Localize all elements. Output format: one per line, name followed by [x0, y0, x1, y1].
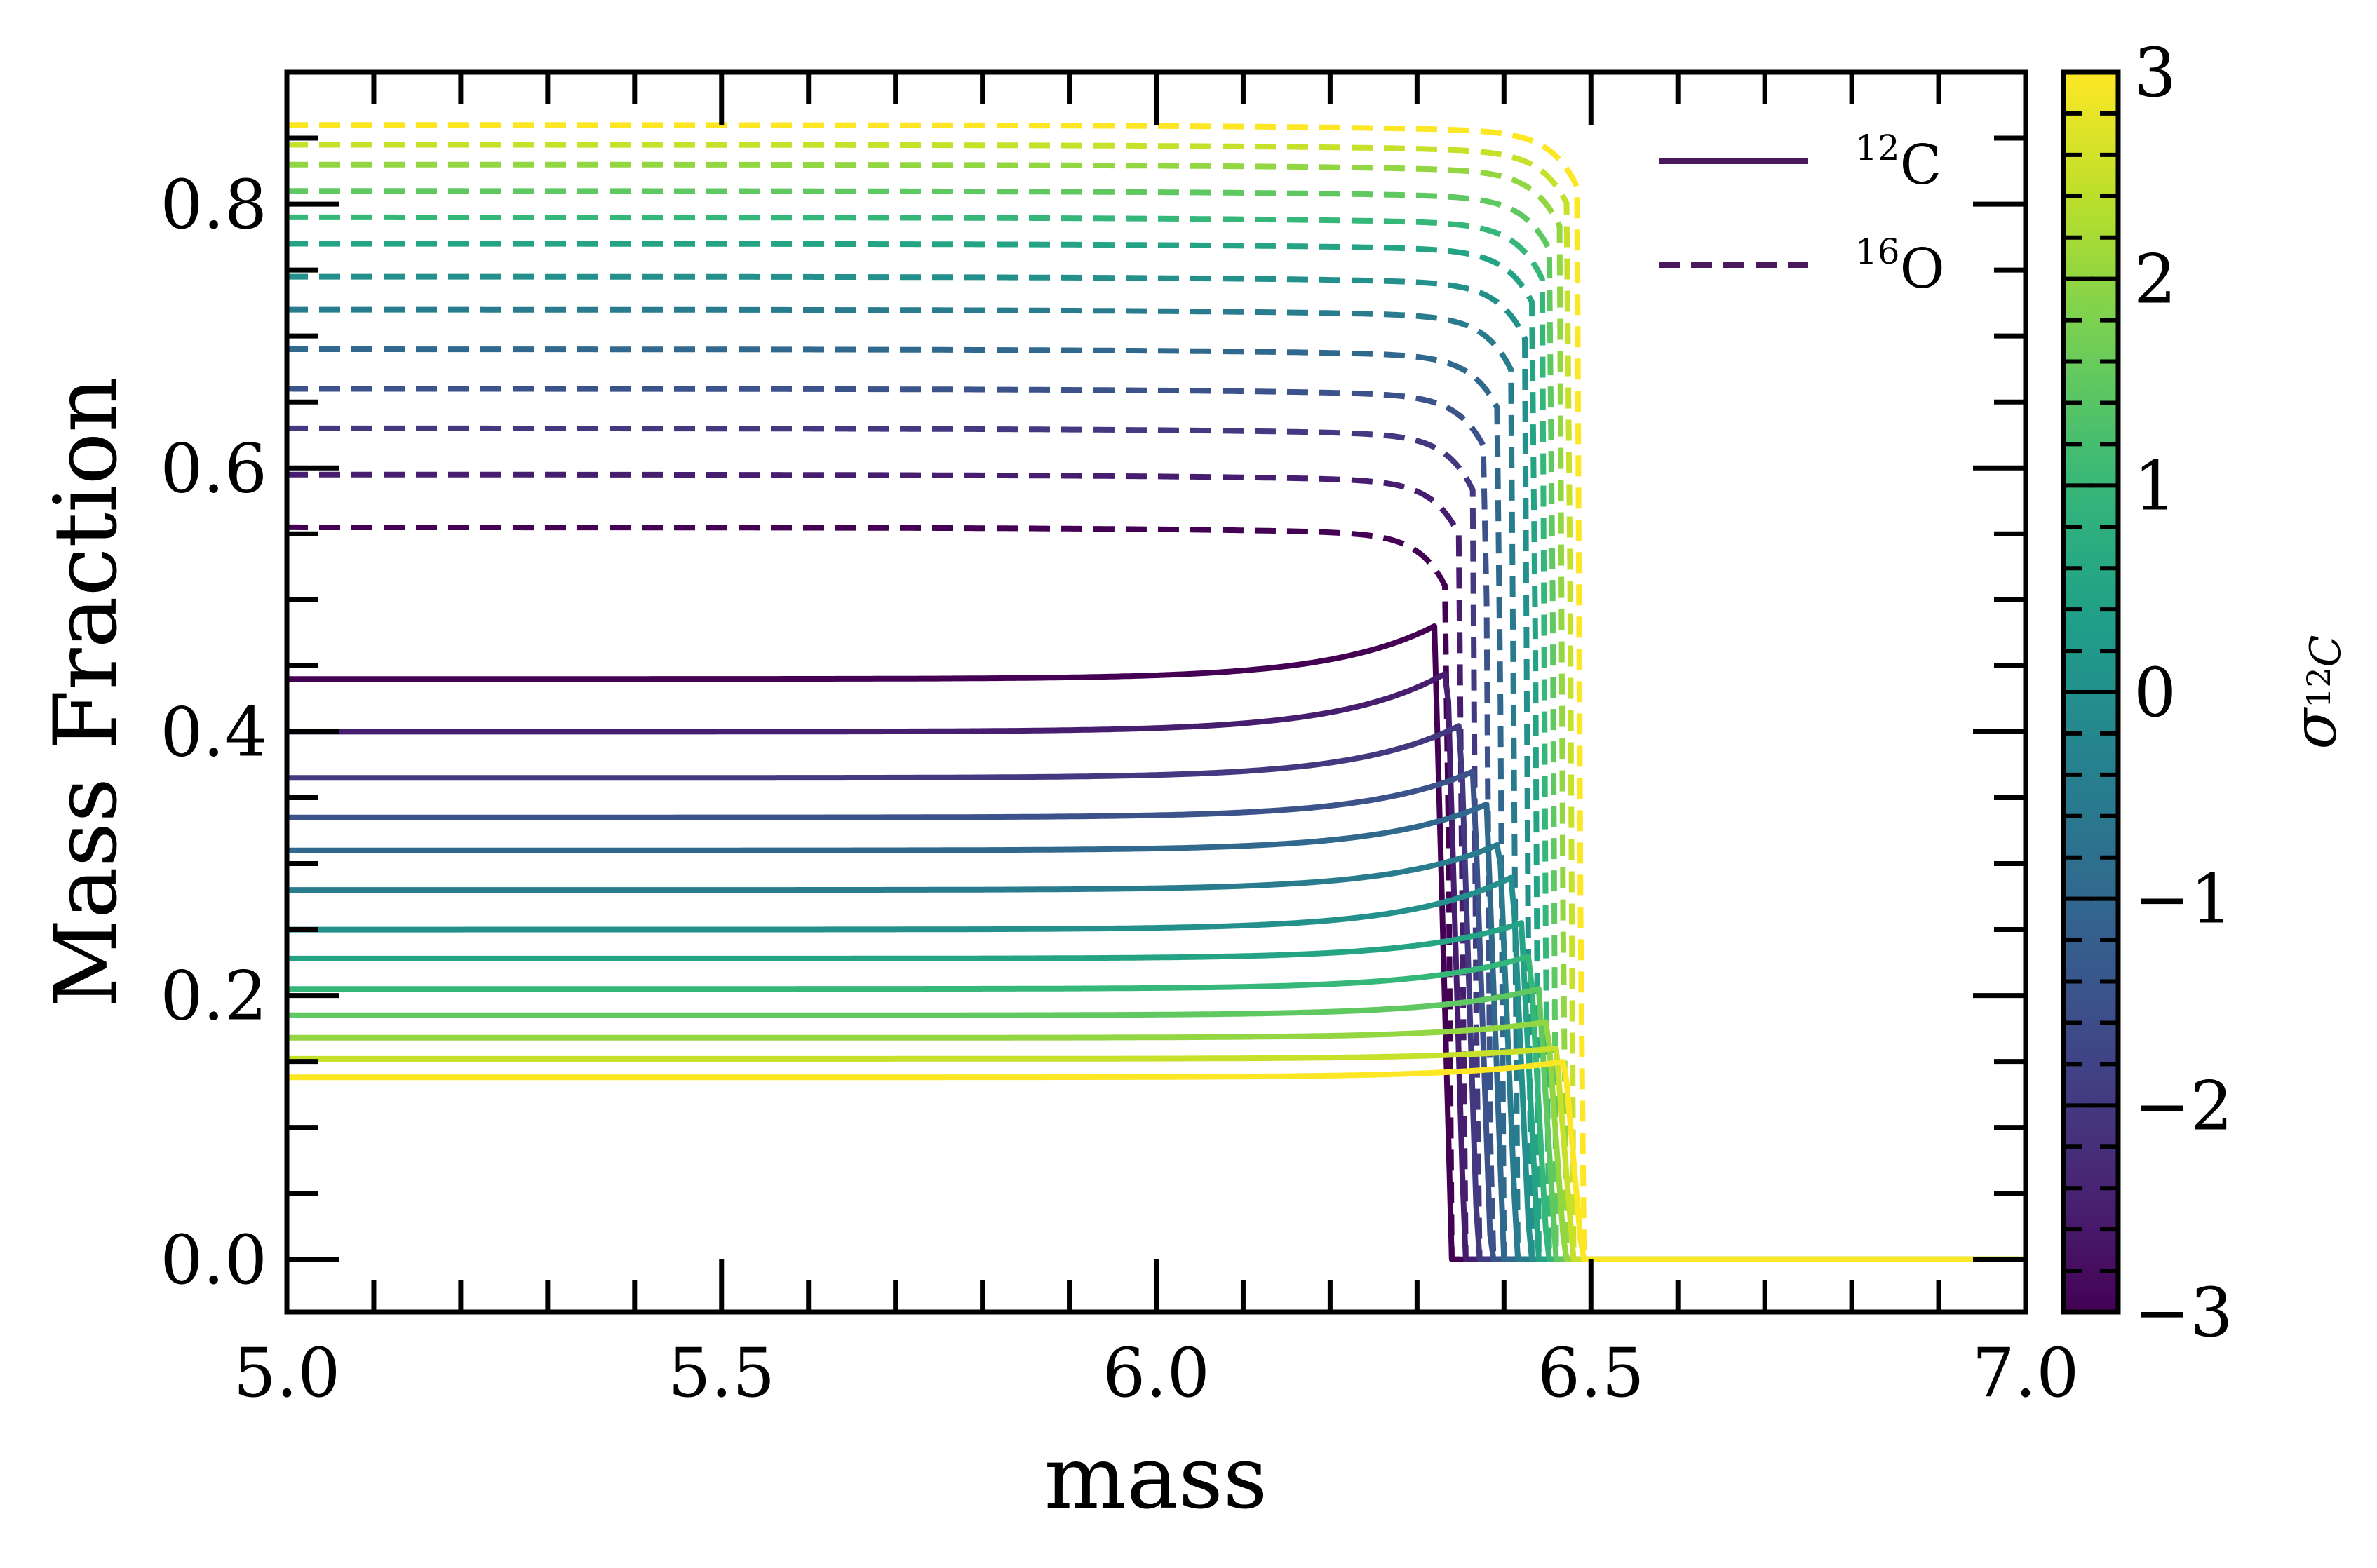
colorbar-tick-label: 2 [2134, 241, 2176, 319]
o16-curve [287, 122, 2026, 1262]
y-tick-label: 0.0 [160, 1221, 267, 1299]
c12-curve [287, 874, 2026, 1262]
c12-curve [287, 986, 2026, 1262]
colorbar-title-sub: 12 [2300, 667, 2338, 708]
o16-curve [287, 386, 2026, 1262]
y-tick-label: 0.2 [160, 957, 267, 1036]
legend-label-c12: 12C [1855, 128, 1941, 197]
y-axis: 0.0 0.2 0.4 0.6 0.8 [160, 135, 2026, 1299]
series-layer [287, 122, 2026, 1262]
y-tick-label: 0.6 [160, 429, 267, 508]
legend-label-c12-sup: 12 [1855, 128, 1900, 168]
legend-label-c12-main: C [1900, 134, 1942, 197]
legend-label-o16-main: O [1900, 238, 1945, 301]
o16-curve [287, 273, 2026, 1262]
c12-curve [287, 920, 2026, 1262]
plot-frame [284, 69, 2028, 1315]
legend-label-o16: 16O [1855, 231, 1945, 301]
c12-curve [287, 842, 2026, 1262]
x-tick-label: 6.5 [1537, 1334, 1645, 1412]
o16-curve [287, 471, 2026, 1262]
x-axis: 5.0 5.5 6.0 6.5 7.0 [234, 72, 2080, 1412]
x-tick-label: 5.5 [668, 1334, 775, 1412]
o16-curve [287, 161, 2026, 1262]
colorbar-ticks: −3 −2 −1 0 1 2 3 [2063, 34, 2233, 1352]
y-tick-label: 0.8 [160, 165, 267, 244]
x-axis-title: mass [1044, 1428, 1268, 1529]
colorbar-title-symbol: σ [2280, 707, 2350, 750]
o16-curve [287, 346, 2026, 1262]
o16-curve [287, 214, 2026, 1262]
c12-curve [287, 1059, 2026, 1262]
x-tick-label: 6.0 [1103, 1334, 1210, 1412]
o16-curve [287, 306, 2026, 1262]
colorbar-tick-label: −3 [2134, 1273, 2233, 1352]
colorbar-tick-label: 0 [2134, 654, 2176, 732]
o16-curve [287, 241, 2026, 1262]
c12-curve [287, 801, 2026, 1262]
c12-curve [287, 723, 2026, 1262]
y-tick-label: 0.4 [160, 693, 267, 771]
c12-curve [287, 953, 2026, 1262]
c12-curve [287, 670, 2026, 1262]
colorbar-tick-label: 1 [2134, 447, 2176, 525]
legend-label-o16-sup: 16 [1855, 231, 1900, 272]
legend: 12C 16O [1659, 128, 1945, 301]
y-axis-title: Mass Fraction [36, 377, 137, 1008]
colorbar-title-sub-tail: C [2301, 635, 2350, 667]
o16-curve [287, 524, 2026, 1262]
colorbar-tick-label: −1 [2134, 860, 2233, 939]
colorbar-tick-label: −2 [2134, 1067, 2233, 1145]
c12-curve [287, 623, 2026, 1262]
x-tick-label: 5.0 [234, 1334, 341, 1412]
o16-curve [287, 425, 2026, 1262]
colorbar-title: σ12C [2280, 635, 2350, 749]
colorbar-tick-label: 3 [2134, 34, 2176, 112]
x-tick-label: 7.0 [1972, 1334, 2080, 1412]
